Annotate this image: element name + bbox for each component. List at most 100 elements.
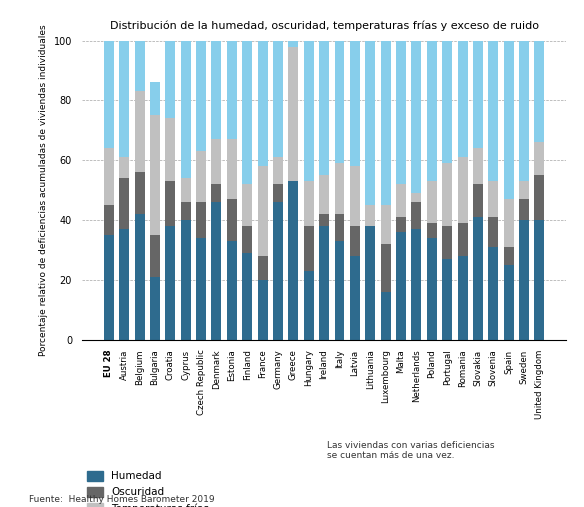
- Bar: [396, 217, 406, 232]
- Bar: [211, 139, 221, 184]
- Bar: [180, 202, 191, 220]
- Bar: [104, 205, 114, 235]
- Bar: [319, 41, 329, 175]
- Title: Distribución de la humedad, oscuridad, temperaturas frías y exceso de ruido: Distribución de la humedad, oscuridad, t…: [110, 21, 538, 31]
- Bar: [335, 214, 345, 241]
- Bar: [227, 41, 237, 139]
- Bar: [519, 41, 529, 181]
- Bar: [457, 41, 468, 157]
- Text: Las viviendas con varias deficiencias
se cuentan más de una vez.: Las viviendas con varias deficiencias se…: [327, 441, 495, 460]
- Bar: [350, 256, 360, 340]
- Bar: [196, 238, 206, 340]
- Bar: [150, 235, 160, 277]
- Bar: [304, 41, 314, 181]
- Bar: [381, 205, 391, 244]
- Bar: [165, 118, 175, 181]
- Bar: [503, 247, 514, 265]
- Bar: [119, 178, 129, 229]
- Bar: [396, 184, 406, 217]
- Bar: [335, 163, 345, 214]
- Bar: [457, 256, 468, 340]
- Bar: [503, 41, 514, 199]
- Bar: [411, 193, 422, 202]
- Bar: [534, 142, 544, 175]
- Bar: [196, 151, 206, 202]
- Bar: [258, 256, 267, 280]
- Bar: [427, 41, 437, 181]
- Bar: [180, 220, 191, 340]
- Text: Fuente:  Healthy Homes Barometer 2019: Fuente: Healthy Homes Barometer 2019: [29, 495, 215, 504]
- Bar: [134, 91, 145, 172]
- Bar: [411, 41, 422, 193]
- Bar: [503, 265, 514, 340]
- Bar: [104, 41, 114, 148]
- Bar: [242, 184, 252, 226]
- Bar: [227, 139, 237, 199]
- Legend: Humedad, Oscuridad, Temperaturas frías, Exceso de ruido: Humedad, Oscuridad, Temperaturas frías, …: [87, 470, 209, 507]
- Bar: [519, 220, 529, 340]
- Bar: [488, 41, 498, 181]
- Bar: [488, 181, 498, 217]
- Bar: [258, 41, 267, 166]
- Bar: [503, 199, 514, 247]
- Bar: [442, 259, 452, 340]
- Bar: [104, 148, 114, 205]
- Bar: [165, 181, 175, 226]
- Bar: [242, 226, 252, 253]
- Bar: [473, 217, 483, 340]
- Bar: [165, 41, 175, 118]
- Bar: [134, 172, 145, 214]
- Bar: [534, 175, 544, 220]
- Bar: [134, 214, 145, 340]
- Bar: [350, 41, 360, 166]
- Bar: [104, 235, 114, 340]
- Bar: [288, 181, 298, 340]
- Bar: [258, 166, 267, 256]
- Bar: [304, 181, 314, 226]
- Bar: [227, 199, 237, 241]
- Bar: [335, 41, 345, 163]
- Bar: [427, 223, 437, 238]
- Bar: [534, 220, 544, 340]
- Bar: [396, 232, 406, 340]
- Bar: [442, 41, 452, 163]
- Bar: [242, 253, 252, 340]
- Bar: [396, 41, 406, 184]
- Bar: [411, 202, 422, 229]
- Bar: [442, 163, 452, 226]
- Bar: [180, 178, 191, 202]
- Bar: [227, 241, 237, 340]
- Bar: [273, 202, 283, 340]
- Bar: [150, 83, 160, 116]
- Bar: [273, 184, 283, 202]
- Bar: [196, 41, 206, 151]
- Bar: [165, 226, 175, 340]
- Bar: [319, 214, 329, 226]
- Bar: [335, 241, 345, 340]
- Bar: [150, 277, 160, 340]
- Bar: [488, 217, 498, 247]
- Bar: [119, 229, 129, 340]
- Bar: [411, 229, 422, 340]
- Bar: [211, 41, 221, 139]
- Bar: [473, 148, 483, 184]
- Bar: [473, 41, 483, 148]
- Bar: [457, 223, 468, 256]
- Bar: [381, 244, 391, 292]
- Bar: [273, 41, 283, 157]
- Bar: [242, 41, 252, 184]
- Y-axis label: Porcentaje relativo de deficiencias acumuladas de viviendas individuales: Porcentaje relativo de deficiencias acum…: [39, 24, 48, 356]
- Bar: [427, 238, 437, 340]
- Bar: [350, 166, 360, 226]
- Bar: [442, 226, 452, 259]
- Bar: [211, 184, 221, 202]
- Bar: [119, 157, 129, 178]
- Bar: [180, 41, 191, 178]
- Bar: [381, 41, 391, 205]
- Bar: [457, 157, 468, 223]
- Bar: [519, 199, 529, 220]
- Bar: [365, 226, 376, 340]
- Bar: [473, 184, 483, 217]
- Bar: [534, 41, 544, 142]
- Bar: [519, 181, 529, 199]
